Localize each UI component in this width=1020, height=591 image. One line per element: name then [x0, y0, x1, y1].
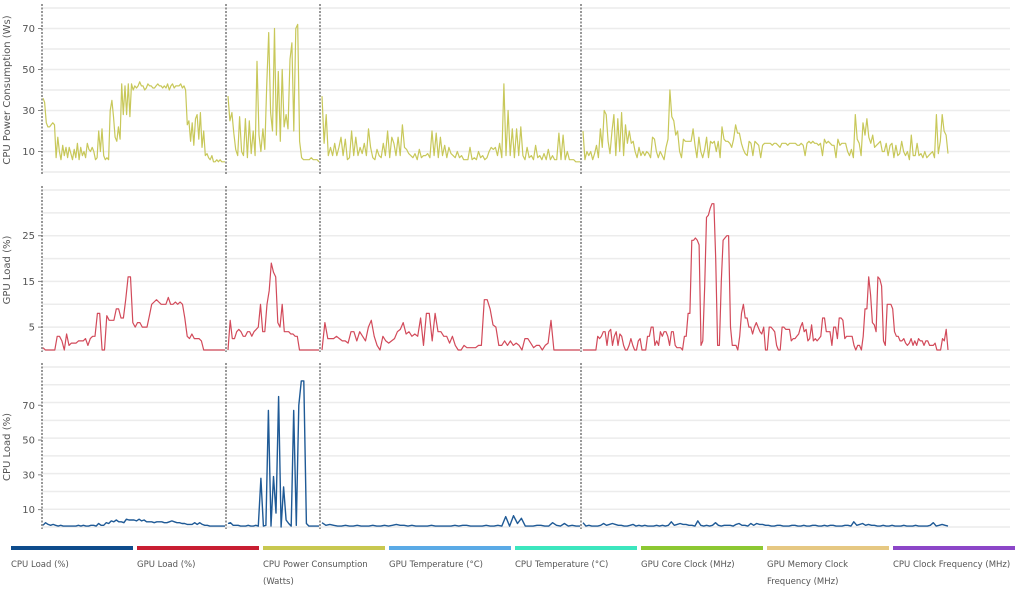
tick-label: 5 — [29, 323, 35, 334]
legend-item-gpu-temperature[interactable]: GPU Temperature (°C) — [389, 546, 511, 574]
data-line — [321, 299, 580, 351]
data-line — [42, 276, 225, 351]
legend-item-gpu-memory-clock[interactable]: GPU Memory Clock Frequency (MHz) — [767, 546, 889, 591]
legend-label: CPU Clock Frequency (MHz) — [893, 560, 1011, 570]
y-axis-label: CPU Power Consumption (Ws) — [2, 15, 13, 164]
legend-label: GPU Core Clock (MHz) — [641, 560, 735, 570]
tick-label: 50 — [22, 65, 35, 76]
charts-area: 10 30 50 70 CPU Power Consumption (Ws) 5 15 25… — [2, 4, 1010, 529]
legend-swatch — [767, 546, 889, 550]
cpu-load-chart: 10 30 50 70 CPU Load (%) — [2, 363, 1010, 529]
data-line — [227, 23, 320, 163]
data-line — [583, 203, 949, 351]
data-line — [321, 83, 580, 163]
tick-label: 30 — [22, 470, 35, 481]
legend-item-gpu-core-clock[interactable]: GPU Core Clock (MHz) — [641, 546, 763, 574]
tick-label: 10 — [22, 505, 35, 516]
data-line — [227, 380, 319, 528]
legend-swatch — [893, 546, 1015, 550]
legend-item-cpu-load[interactable]: CPU Load (%) — [11, 546, 133, 574]
legend-item-cpu-temperature[interactable]: CPU Temperature (°C) — [515, 546, 637, 574]
y-axis-label: GPU Load (%) — [2, 236, 13, 305]
legend-label: CPU Power Consumption (Watts) — [263, 560, 368, 587]
tick-label: 30 — [22, 106, 35, 117]
data-line — [42, 81, 225, 163]
tick-label: 10 — [22, 147, 35, 158]
tick-label: 50 — [22, 436, 35, 447]
legend-label: GPU Memory Clock Frequency (MHz) — [767, 560, 848, 587]
cpu-power-chart: 10 30 50 70 CPU Power Consumption (Ws) — [2, 4, 1010, 174]
legend-swatch — [641, 546, 763, 550]
legend-item-gpu-load[interactable]: GPU Load (%) — [137, 546, 259, 574]
data-line — [582, 89, 949, 161]
legend-label: GPU Temperature (°C) — [389, 560, 483, 570]
tick-label: 70 — [22, 401, 35, 412]
legend-swatch — [515, 546, 637, 550]
legend-swatch — [11, 546, 133, 550]
legend-swatch — [263, 546, 385, 550]
data-line — [42, 518, 225, 527]
legend-label: CPU Load (%) — [11, 560, 69, 570]
legend-item-cpu-clock[interactable]: CPU Clock Frequency (MHz) — [893, 546, 1015, 574]
tick-label: 70 — [22, 24, 35, 35]
data-line — [321, 515, 580, 527]
data-line — [582, 520, 949, 527]
legend-swatch — [389, 546, 511, 550]
gpu-load-chart: 5 15 25 GPU Load (%) — [2, 186, 1010, 352]
y-axis-label: CPU Load (%) — [2, 413, 13, 481]
tick-label: 25 — [22, 231, 35, 242]
legend-label: CPU Temperature (°C) — [515, 560, 609, 570]
legend-swatch — [137, 546, 259, 550]
legend-label: GPU Load (%) — [137, 560, 196, 570]
tick-label: 15 — [22, 277, 35, 288]
legend: CPU Load (%) GPU Load (%) CPU Power Cons… — [0, 546, 1020, 588]
data-line — [227, 262, 319, 351]
legend-item-cpu-power[interactable]: CPU Power Consumption (Watts) — [263, 546, 385, 591]
